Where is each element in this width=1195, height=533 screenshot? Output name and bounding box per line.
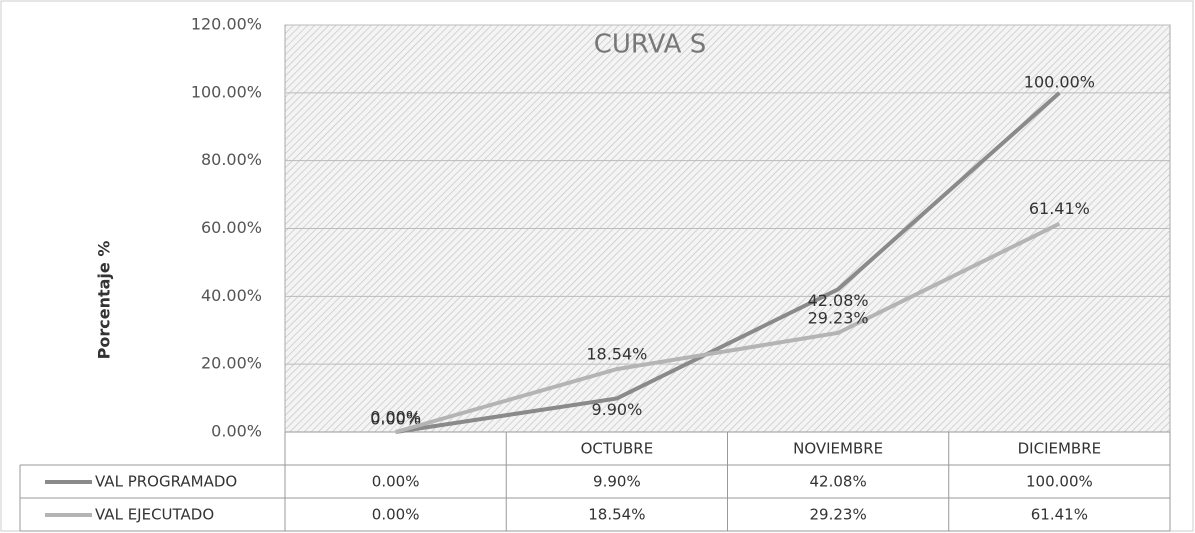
data-label: 9.90% xyxy=(591,400,642,419)
data-label: 100.00% xyxy=(1024,72,1095,91)
table-value: 61.41% xyxy=(1031,506,1088,524)
table-value: 0.00% xyxy=(372,506,420,524)
y-tick-label: 80.00% xyxy=(201,150,262,169)
x-tick-label: NOVIEMBRE xyxy=(793,440,883,458)
table-value: 100.00% xyxy=(1026,473,1093,491)
chart-title: CURVA S xyxy=(594,30,707,60)
data-label: 0.00% xyxy=(370,410,421,429)
y-tick-label: 120.00% xyxy=(191,15,262,34)
data-label: 61.41% xyxy=(1029,199,1090,218)
data-label: 18.54% xyxy=(586,345,647,364)
data-label: 0.00% xyxy=(370,408,421,427)
y-tick-label: 60.00% xyxy=(201,218,262,237)
data-label: 42.08% xyxy=(808,291,869,310)
series-line xyxy=(395,221,1061,434)
legend-label: VAL PROGRAMADO xyxy=(95,473,237,491)
y-tick-label: 0.00% xyxy=(211,422,262,441)
y-axis-label: Porcentaje % xyxy=(95,241,114,360)
y-tick-label: 40.00% xyxy=(201,286,262,305)
table-value: 42.08% xyxy=(810,473,867,491)
series-line xyxy=(395,91,1061,434)
y-tick-label: 100.00% xyxy=(191,82,262,101)
table-value: 0.00% xyxy=(372,473,420,491)
legend-label: VAL EJECUTADO xyxy=(95,506,214,524)
table-value: 18.54% xyxy=(588,506,645,524)
table-value: 29.23% xyxy=(810,506,867,524)
y-tick-label: 20.00% xyxy=(201,354,262,373)
x-tick-label: DICIEMBRE xyxy=(1018,440,1101,458)
x-tick-label: OCTUBRE xyxy=(581,440,654,458)
table-value: 9.90% xyxy=(593,473,641,491)
data-label: 29.23% xyxy=(808,308,869,327)
